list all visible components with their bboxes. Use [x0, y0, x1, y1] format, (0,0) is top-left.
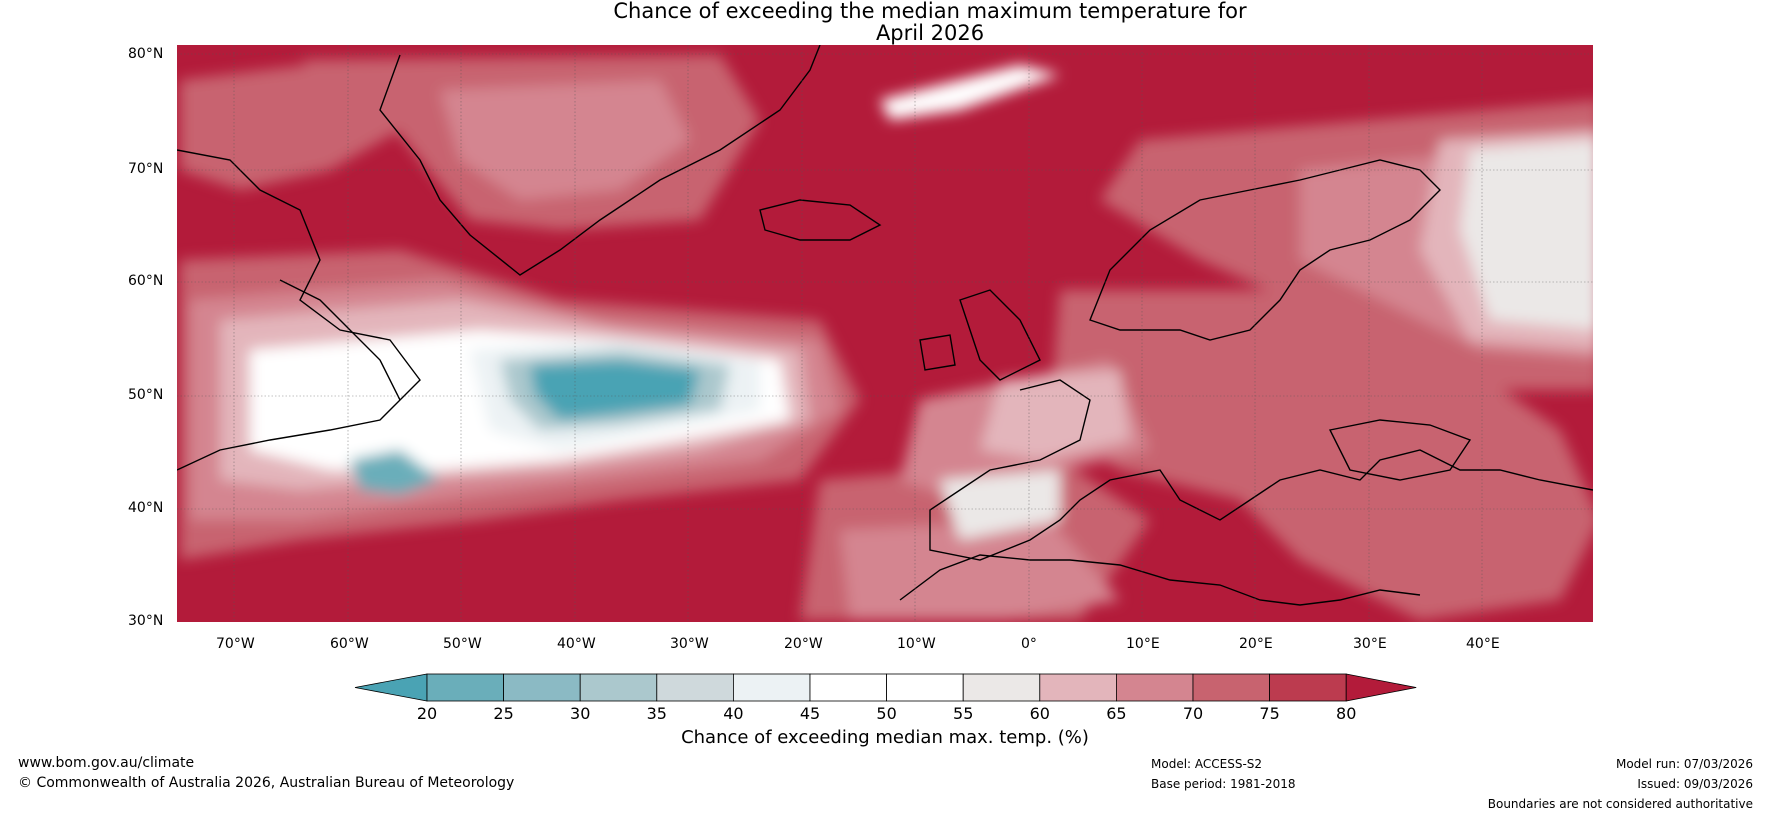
lon-label-20e: 20°E	[1239, 636, 1273, 652]
lat-label-40n: 40°N	[128, 500, 164, 516]
map-title-line1: Chance of exceeding the median maximum t…	[613, 0, 1247, 23]
colorbar-segment-25-30	[503, 673, 581, 702]
lon-label-0: 0°	[1021, 636, 1037, 652]
lon-label-10w: 10°W	[897, 636, 936, 652]
europe-coast	[929, 379, 1593, 561]
field-europe-land	[1050, 290, 1593, 620]
colorbar-segment-55-60	[962, 673, 1041, 702]
footer-url: www.bom.gov.au/climate	[18, 755, 195, 771]
colorbar-segment-35-40	[656, 673, 734, 702]
field-arctic-band	[180, 60, 400, 190]
colorbar-segment-40-45	[733, 673, 811, 702]
iceland-coast	[759, 199, 882, 241]
colorbar-tick-25: 25	[493, 704, 514, 723]
ireland-coast	[919, 334, 956, 371]
colorbar-segment-70-75	[1192, 673, 1270, 702]
greenland-coast	[379, 45, 821, 276]
colorbar-tick-75: 75	[1259, 704, 1280, 723]
colorbar-extend-low	[354, 673, 428, 702]
black-sea-coast	[1328, 419, 1472, 481]
footer-base-period: Base period: 1981-2018	[1151, 777, 1296, 791]
probability-field	[180, 55, 1593, 620]
lon-label-20w: 20°W	[784, 636, 823, 652]
colorbar-segment-30-35	[579, 673, 658, 702]
field-spain-white	[940, 470, 1060, 540]
footer-model-run: Model run: 07/03/2026	[1615, 757, 1753, 771]
colorbar-segment-65-70	[1116, 673, 1194, 702]
lon-label-30e: 30°E	[1353, 636, 1387, 652]
lat-label-70n: 70°N	[128, 161, 164, 177]
scandinavia-coast	[1089, 159, 1441, 341]
graticule	[177, 45, 1593, 622]
lat-label-60n: 60°N	[128, 273, 164, 289]
britain-coast	[959, 289, 1041, 381]
colorbar-segment-50-55	[886, 673, 964, 702]
field-newfoundland-teal	[350, 450, 440, 495]
footer-issued: Issued: 09/03/2026	[1637, 777, 1753, 791]
lat-label-80n: 80°N	[128, 46, 164, 62]
colorbar-tick-45: 45	[799, 704, 821, 723]
colorbar-tick-20: 20	[416, 704, 438, 723]
colorbar-tick-60: 60	[1029, 704, 1050, 723]
lon-label-30w: 30°W	[670, 636, 709, 652]
lon-label-10e: 10°E	[1126, 636, 1160, 652]
africa-coast	[899, 554, 1421, 606]
colorbar-tick-80: 80	[1336, 704, 1357, 723]
colorbar-segment-45-50	[809, 673, 887, 702]
map-panel	[177, 45, 1593, 622]
colorbar-tick-70: 70	[1182, 704, 1204, 723]
colorbar-title: Chance of exceeding median max. temp. (%…	[681, 727, 1089, 748]
coastlines	[177, 45, 1593, 606]
lat-label-50n: 50°N	[128, 387, 164, 403]
lon-label-70w: 70°W	[216, 636, 255, 652]
colorbar-tick-55: 55	[953, 704, 974, 723]
footer-model: Model: ACCESS-S2	[1151, 757, 1263, 771]
canada-coast	[177, 149, 421, 471]
lon-label-40w: 40°W	[557, 636, 596, 652]
labrador-coast	[279, 279, 401, 401]
colorbar-extend-high	[1345, 673, 1417, 702]
lon-label-40e: 40°E	[1466, 636, 1500, 652]
colorbar-tick-65: 65	[1106, 704, 1127, 723]
colorbar-tick-30: 30	[570, 704, 591, 723]
colorbar-segment-60-65	[1039, 673, 1117, 702]
field-atlantic-teal	[530, 360, 700, 420]
colorbar	[354, 673, 1417, 702]
footer-disclaimer: Boundaries are not considered authoritat…	[1487, 797, 1753, 811]
field-sahara	[840, 520, 1120, 620]
colorbar-tick-35: 35	[646, 704, 667, 723]
field-france-pale	[980, 370, 1130, 460]
colorbar-segment-75-80	[1269, 673, 1347, 702]
colorbar-segment-20-25	[426, 673, 504, 702]
lat-label-30n: 30°N	[128, 613, 164, 629]
footer-copyright: © Commonwealth of Australia 2026, Austra…	[18, 775, 515, 791]
colorbar-tick-50: 50	[876, 704, 897, 723]
field-arctic-streak	[880, 65, 1060, 120]
lon-label-60w: 60°W	[330, 636, 369, 652]
colorbar-tick-40: 40	[723, 704, 744, 723]
lon-label-50w: 50°W	[443, 636, 482, 652]
map-title-line2: April 2026	[875, 21, 985, 45]
